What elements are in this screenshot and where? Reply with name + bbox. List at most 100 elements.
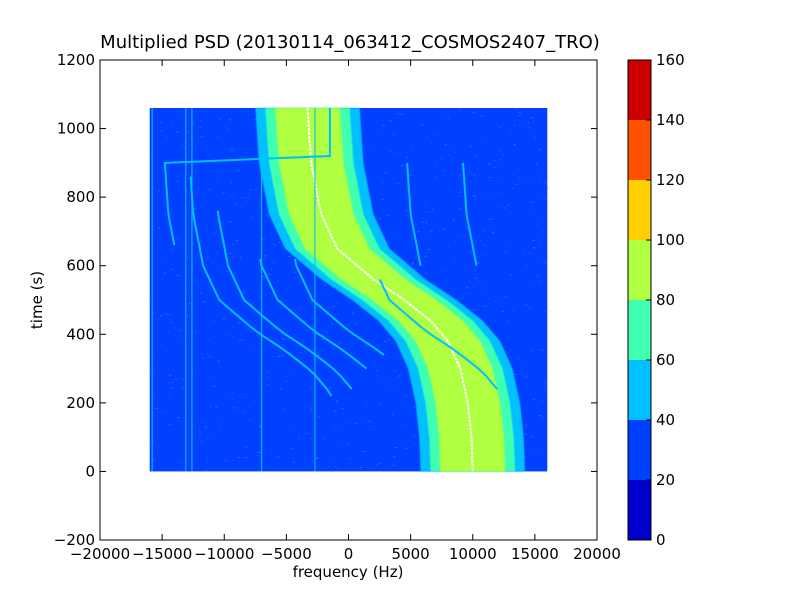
noise-speckle <box>270 269 273 271</box>
noise-speckle <box>162 170 166 172</box>
noise-speckle <box>241 291 245 293</box>
noise-speckle <box>277 241 281 243</box>
noise-speckle <box>452 208 454 210</box>
noise-speckle <box>361 416 364 418</box>
noise-speckle <box>405 448 408 450</box>
noise-speckle <box>365 405 367 407</box>
noise-speckle <box>411 263 415 265</box>
noise-speckle <box>259 353 262 355</box>
noise-speckle <box>165 350 169 352</box>
noise-speckle <box>237 322 241 324</box>
noise-speckle <box>404 396 408 398</box>
trace-centerline <box>306 107 474 472</box>
noise-speckle <box>221 343 223 345</box>
noise-speckle <box>443 270 446 272</box>
noise-speckle <box>239 335 242 337</box>
noise-speckle <box>519 109 521 111</box>
noise-speckle <box>458 108 462 110</box>
noise-speckle <box>154 229 156 231</box>
noise-speckle <box>518 322 522 324</box>
y-tick-label: 800 <box>66 188 95 206</box>
noise-speckle <box>229 253 233 255</box>
noise-speckle <box>469 280 471 282</box>
noise-speckle <box>422 109 426 111</box>
noise-speckle <box>235 203 238 205</box>
noise-speckle <box>249 189 252 191</box>
noise-speckle <box>282 408 285 410</box>
noise-speckle <box>151 459 155 461</box>
noise-speckle <box>188 302 191 304</box>
noise-speckle <box>411 435 415 437</box>
noise-speckle <box>436 135 439 137</box>
noise-speckle <box>261 276 265 278</box>
noise-speckle <box>192 242 194 244</box>
noise-speckle <box>226 129 229 131</box>
noise-speckle <box>305 432 308 434</box>
noise-speckle <box>375 343 379 345</box>
noise-speckle <box>401 405 403 407</box>
noise-speckle <box>262 441 264 443</box>
noise-speckle <box>307 456 310 458</box>
noise-speckle <box>254 319 257 321</box>
noise-speckle <box>338 424 341 426</box>
interference-lines <box>151 108 316 472</box>
secondary-trace <box>189 176 333 397</box>
noise-speckle <box>218 118 221 120</box>
x-tick-label: −15000 <box>132 545 192 563</box>
noise-speckle <box>212 260 215 262</box>
noise-speckle <box>536 276 539 278</box>
noise-speckle <box>293 272 296 274</box>
colorbar-segment <box>628 360 651 420</box>
secondary-trace <box>294 258 385 356</box>
noise-speckle <box>486 292 489 294</box>
noise-speckle <box>393 456 396 458</box>
colorbar-segment <box>628 180 651 240</box>
noise-speckle <box>232 198 236 200</box>
noise-speckle <box>389 120 392 122</box>
noise-speckle <box>486 282 490 284</box>
noise-speckle <box>413 406 416 408</box>
noise-speckle <box>447 245 449 247</box>
noise-speckle <box>411 263 414 265</box>
noise-speckle <box>168 314 172 316</box>
noise-speckle <box>491 232 495 234</box>
noise-speckle <box>523 456 527 458</box>
secondary-traces <box>163 108 498 397</box>
noise-speckle <box>232 256 235 258</box>
noise-speckle <box>339 398 341 400</box>
noise-speckle <box>544 388 547 390</box>
noise-speckle <box>180 255 182 257</box>
noise-speckle <box>255 394 258 396</box>
noise-speckle <box>424 211 427 213</box>
noise-speckle <box>523 252 526 254</box>
noise-speckle <box>462 297 464 299</box>
noise-speckle <box>453 151 456 153</box>
noise-speckle <box>495 124 498 126</box>
noise-speckle <box>453 218 456 220</box>
y-tick-label: −200 <box>54 531 95 549</box>
noise-speckle <box>534 213 538 215</box>
noise-speckle <box>232 407 236 409</box>
noise-speckle <box>482 228 484 230</box>
noise-speckle <box>383 235 385 237</box>
noise-speckle <box>515 108 519 110</box>
noise-speckle <box>157 190 160 192</box>
noise-speckle <box>502 342 504 344</box>
noise-speckle <box>538 282 540 284</box>
noise-speckle <box>414 188 417 190</box>
noise-speckle <box>209 405 212 407</box>
noise-speckle <box>212 385 215 387</box>
noise-speckle <box>255 188 257 190</box>
noise-speckle <box>265 348 267 350</box>
noise-speckle <box>183 143 186 145</box>
noise-speckle <box>420 124 424 126</box>
noise-speckle <box>544 182 547 184</box>
noise-speckle <box>262 239 266 241</box>
secondary-trace <box>462 162 478 266</box>
noise-speckle <box>375 415 377 417</box>
noise-speckle <box>514 374 517 376</box>
noise-speckle <box>516 358 520 360</box>
noise-speckle <box>528 134 531 136</box>
noise-speckle <box>210 262 212 264</box>
noise-speckle <box>174 378 178 380</box>
